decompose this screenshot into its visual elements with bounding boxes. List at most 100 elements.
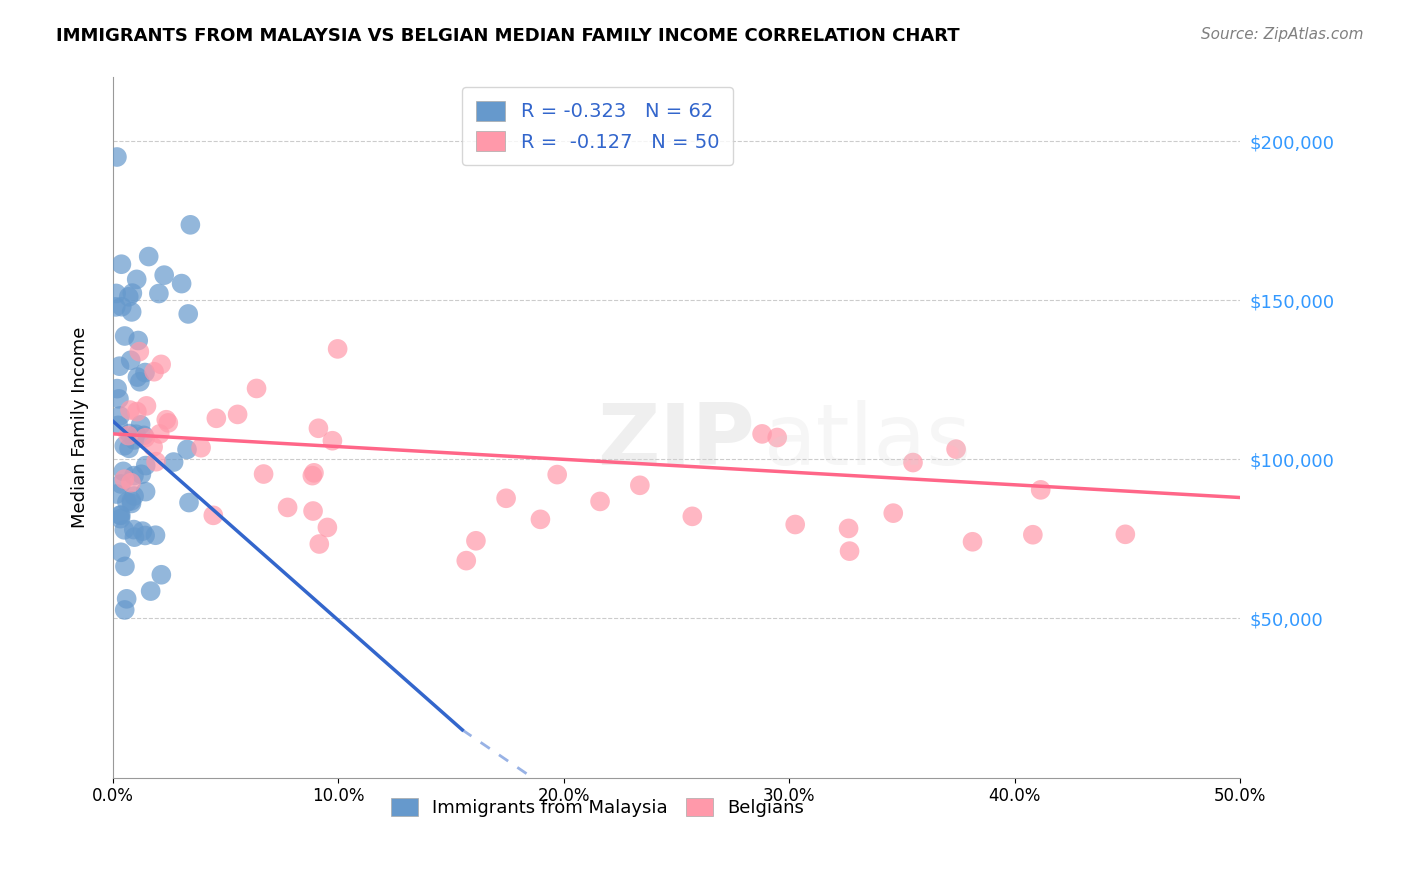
Point xyxy=(252,467,274,481)
Point xyxy=(125,404,148,418)
Point xyxy=(121,496,143,510)
Point xyxy=(135,458,157,473)
Point xyxy=(104,300,127,314)
Point xyxy=(321,434,343,448)
Point xyxy=(111,300,134,314)
Point xyxy=(135,399,157,413)
Point xyxy=(308,537,330,551)
Point xyxy=(118,442,141,456)
Point xyxy=(115,495,138,509)
Point xyxy=(128,375,150,389)
Point xyxy=(105,382,128,396)
Point xyxy=(205,411,228,425)
Point xyxy=(226,408,249,422)
Point xyxy=(112,523,135,537)
Point xyxy=(245,381,267,395)
Point xyxy=(105,487,128,501)
Point xyxy=(945,442,967,457)
Point xyxy=(108,409,131,423)
Point xyxy=(277,500,299,515)
Point xyxy=(170,277,193,291)
Point xyxy=(143,365,166,379)
Point xyxy=(132,428,155,442)
Point xyxy=(307,421,329,435)
Point xyxy=(115,591,138,606)
Point xyxy=(142,440,165,454)
Point xyxy=(120,475,142,490)
Point xyxy=(882,506,904,520)
Point xyxy=(301,468,323,483)
Point xyxy=(127,370,149,384)
Point xyxy=(135,484,157,499)
Point xyxy=(962,534,984,549)
Point xyxy=(546,467,568,482)
Point xyxy=(628,478,651,492)
Point xyxy=(124,433,146,447)
Point xyxy=(145,455,167,469)
Point xyxy=(127,334,149,348)
Point xyxy=(114,603,136,617)
Point xyxy=(153,268,176,282)
Point xyxy=(124,530,146,544)
Point xyxy=(120,353,142,368)
Point xyxy=(107,418,129,433)
Point xyxy=(1029,483,1052,497)
Point xyxy=(148,286,170,301)
Point xyxy=(112,464,135,478)
Point xyxy=(121,305,143,319)
Point xyxy=(176,442,198,457)
Point xyxy=(157,416,180,430)
Point xyxy=(139,584,162,599)
Point xyxy=(120,493,142,508)
Point xyxy=(302,504,325,518)
Point xyxy=(326,342,349,356)
Point xyxy=(529,512,551,526)
Point xyxy=(118,403,141,417)
Point xyxy=(114,559,136,574)
Point xyxy=(138,250,160,264)
Point xyxy=(105,150,128,164)
Text: atlas: atlas xyxy=(763,400,972,483)
Point xyxy=(162,455,184,469)
Point xyxy=(838,544,860,558)
Point xyxy=(495,491,517,506)
Point xyxy=(121,286,143,301)
Point xyxy=(145,528,167,542)
Point xyxy=(110,477,132,491)
Point xyxy=(122,489,145,503)
Point xyxy=(177,307,200,321)
Point xyxy=(464,533,486,548)
Point xyxy=(108,359,131,374)
Point xyxy=(785,517,807,532)
Point xyxy=(316,520,339,534)
Y-axis label: Median Family Income: Median Family Income xyxy=(72,326,89,528)
Point xyxy=(302,466,325,480)
Point xyxy=(1022,527,1045,541)
Point xyxy=(1114,527,1136,541)
Point xyxy=(179,218,201,232)
Point xyxy=(838,521,860,535)
Point xyxy=(128,344,150,359)
Point xyxy=(177,495,200,509)
Legend: Immigrants from Malaysia, Belgians: Immigrants from Malaysia, Belgians xyxy=(384,790,811,824)
Point xyxy=(150,567,173,582)
Text: IMMIGRANTS FROM MALAYSIA VS BELGIAN MEDIAN FAMILY INCOME CORRELATION CHART: IMMIGRANTS FROM MALAYSIA VS BELGIAN MEDI… xyxy=(56,27,960,45)
Point xyxy=(149,426,172,441)
Point xyxy=(112,439,135,453)
Text: ZIP: ZIP xyxy=(598,400,755,483)
Point xyxy=(118,290,141,304)
Point xyxy=(112,472,135,486)
Point xyxy=(681,509,703,524)
Point xyxy=(134,528,156,542)
Point xyxy=(190,441,212,455)
Point xyxy=(589,494,612,508)
Text: Source: ZipAtlas.com: Source: ZipAtlas.com xyxy=(1201,27,1364,42)
Point xyxy=(114,329,136,343)
Point xyxy=(751,426,773,441)
Point xyxy=(110,545,132,559)
Point xyxy=(155,413,177,427)
Point xyxy=(117,428,139,442)
Point xyxy=(131,524,153,538)
Point xyxy=(118,426,141,441)
Point xyxy=(110,257,132,271)
